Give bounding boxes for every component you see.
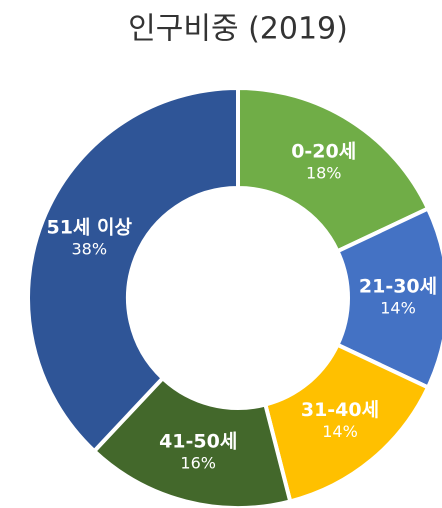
- slice-value-label: 14%: [322, 422, 358, 441]
- slice-label: 41-50세: [159, 430, 237, 452]
- slice-value-label: 14%: [380, 299, 416, 318]
- chart-title: 인구비중 (2019): [128, 12, 348, 47]
- slice-label: 0-20세: [291, 140, 356, 162]
- slice-label: 21-30세: [359, 276, 437, 298]
- slice-label: 31-40세: [301, 399, 379, 421]
- slice-label: 51세 이상: [46, 217, 132, 239]
- slice-value-label: 16%: [180, 453, 216, 472]
- slice-value-label: 18%: [306, 163, 342, 182]
- donut-slice: [26, 85, 240, 454]
- donut-slice: [236, 85, 431, 254]
- slice-value-label: 38%: [71, 240, 107, 259]
